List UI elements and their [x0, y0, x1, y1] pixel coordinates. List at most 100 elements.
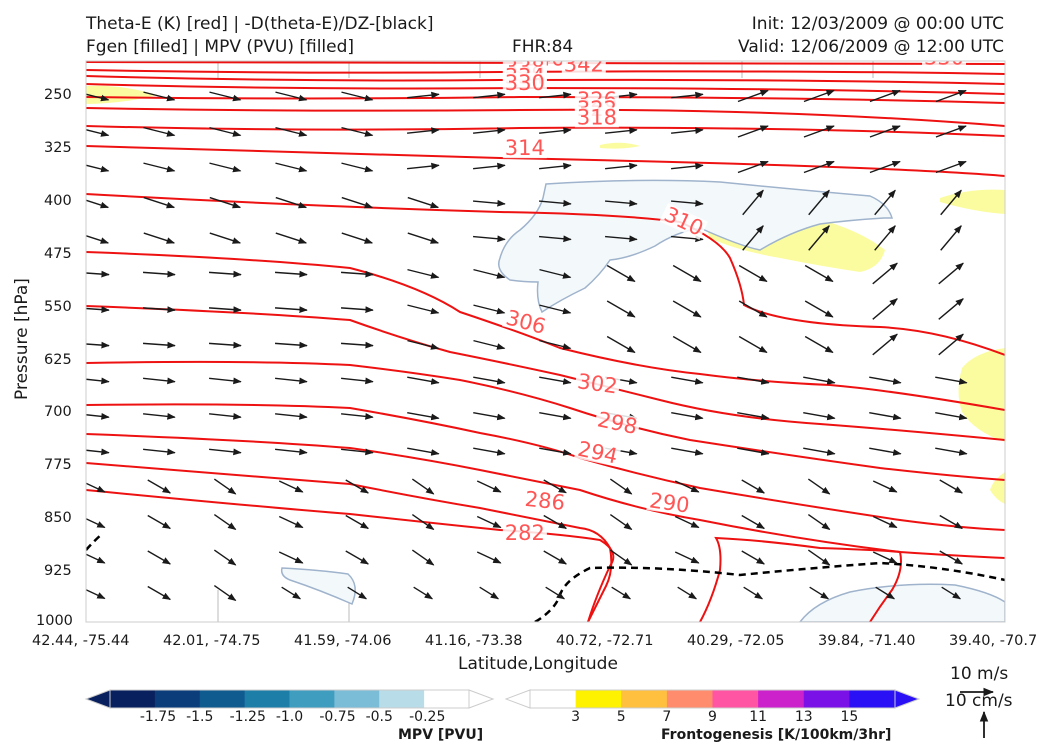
wind-vector [142, 270, 176, 278]
wind-vector [938, 262, 964, 285]
contour-label-330: 330 [505, 71, 545, 95]
fgen-ticks-label-3: 9 [708, 709, 717, 725]
chart-title-line1: Theta-E (K) [red] | -D(theta-E)/DZ-[blac… [86, 14, 434, 34]
wind-vector [275, 126, 308, 137]
mpv-colorbar [84, 689, 495, 709]
contour-label-bg-12 [574, 370, 621, 397]
theta-e-line-15 [86, 489, 615, 622]
contour-label-bg-5 [922, 61, 967, 68]
wind-vector [671, 412, 704, 421]
wind-vector [545, 586, 566, 600]
wind-vector [604, 199, 638, 207]
y-tick-1000: 1000 [36, 613, 73, 629]
wind-vector [86, 234, 110, 244]
wind-vector [411, 513, 435, 531]
wind-vector [472, 199, 506, 207]
wind-vector [939, 550, 963, 565]
wind-vector [808, 189, 830, 216]
wind-vector [341, 232, 374, 244]
fgen-bar-segment-5 [758, 690, 805, 708]
wind-vector [741, 479, 765, 494]
wind-vector [539, 447, 572, 456]
wind-vector [341, 377, 374, 385]
mpv-ticks-label-4: -0.75 [319, 709, 356, 725]
wind-vector [804, 264, 834, 283]
wind-vector [543, 479, 567, 494]
wind-vector [872, 551, 898, 564]
wind-vector [539, 339, 572, 350]
wind-vector [274, 306, 308, 313]
wind-vector [209, 162, 242, 173]
wind-vector [213, 549, 237, 566]
fgen-ticks-label-1: 5 [616, 709, 626, 725]
wind-vector [543, 514, 567, 530]
wind-vector [143, 162, 176, 173]
wind-vector [340, 341, 374, 349]
wind-vector [278, 480, 304, 493]
wind-vector [935, 447, 968, 456]
wind-vector [742, 225, 764, 251]
wind-vector [86, 270, 110, 278]
fgen-ticks-label-4: 11 [749, 709, 768, 725]
wind-vector [874, 225, 896, 251]
theta-e-line-5 [86, 107, 1005, 127]
x-tick-0: 42.44, -75.44 [32, 633, 130, 649]
chart-title-line2: Fgen [filled] | MPV (PVU) [filled] [86, 37, 355, 57]
theta-e-line-2 [86, 75, 1005, 85]
wind-vector [539, 162, 572, 170]
wind-vector [938, 333, 964, 356]
wind-vector [407, 162, 440, 170]
wind-vector [938, 298, 964, 320]
contour-label-342: 342 [564, 53, 604, 77]
wind-vector [213, 584, 237, 602]
wind-vector [143, 91, 176, 102]
wind-vector [940, 189, 962, 216]
theta-e-contour-labels: 3463423383343303303263223183143103063022… [502, 53, 967, 545]
contour-label-bg-4 [502, 72, 547, 93]
mpv-bar-segment-7 [424, 690, 470, 708]
wind-vector [208, 270, 242, 278]
wind-vector [538, 199, 572, 207]
wind-vector [407, 196, 440, 209]
wind-vector [674, 480, 700, 493]
wind-vector [340, 270, 374, 278]
wind-vector [809, 586, 830, 600]
wind-vector [473, 127, 506, 134]
mpv-bar-segment-3 [244, 690, 290, 708]
wind-vector [935, 376, 968, 385]
contour-label-282: 282 [505, 521, 545, 545]
wind-vector [473, 162, 506, 170]
y-tick-250: 250 [44, 87, 72, 103]
mpv-ticks-label-3: -1.0 [275, 709, 304, 725]
wind-vector [737, 412, 770, 421]
mpv-bar-segment-5 [334, 690, 380, 708]
wind-vector [804, 300, 834, 318]
contour-label-314: 314 [505, 136, 545, 160]
wind-vector [347, 586, 368, 600]
wind-vector [143, 196, 176, 209]
wind-vector [208, 306, 242, 313]
wind-vector [86, 306, 110, 313]
x-tick-1: 42.01, -74.75 [163, 633, 261, 649]
y-tick-625: 625 [44, 352, 72, 368]
wind-vector [213, 513, 237, 531]
wind-vector [345, 550, 369, 565]
wind-vector [407, 91, 440, 99]
wind-vector [539, 376, 572, 385]
wind-vector [473, 304, 506, 315]
fgen-bar-segment-7 [849, 690, 896, 708]
wind-vector [341, 126, 374, 137]
wind-vector [275, 413, 308, 420]
fgen-colorbar [504, 689, 921, 709]
wind-vector [939, 514, 963, 530]
wind-vector [209, 232, 242, 244]
wind-vector [275, 232, 308, 244]
wind-vector [737, 376, 770, 385]
wind-vector [803, 412, 836, 421]
fgen-bar-segment-4 [712, 690, 759, 708]
fgen-bar-segment-2 [621, 690, 668, 708]
wind-vector [209, 377, 242, 385]
mpv-ticks-label-2: -1.25 [229, 709, 266, 725]
x-tick-2: 41.59, -74.06 [294, 633, 392, 649]
fgen-bar-segment-6 [803, 690, 850, 708]
